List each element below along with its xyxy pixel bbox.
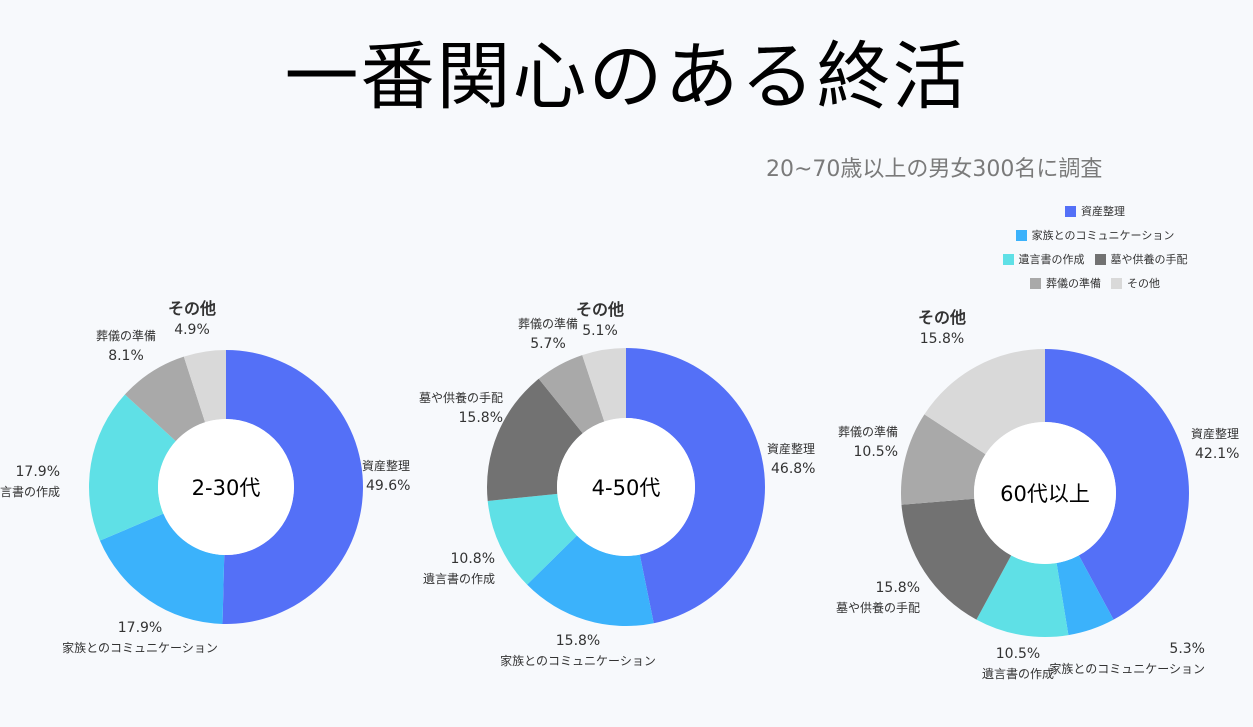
slice-category-label: 家族とのコミュニケーション (62, 640, 218, 655)
legend-item: その他 (1111, 275, 1160, 291)
slice-value-label: 15.8% (459, 410, 503, 426)
slice-value-label: 49.6% (366, 478, 410, 494)
legend-item: 墓や供養の手配 (1094, 251, 1188, 267)
slice-category-label: その他 (168, 299, 216, 318)
slice-category-label: 遺言書の作成 (0, 484, 60, 499)
donut-slice (901, 414, 986, 505)
slice-category-label: 葬儀の準備 (518, 316, 578, 331)
slice-value-label: 42.1% (1195, 446, 1239, 462)
legend-label: 遺言書の作成 (1018, 253, 1085, 266)
slice-value-label: 10.5% (996, 646, 1040, 662)
slice-value-label: 8.1% (108, 348, 144, 364)
survey-subtitle: 20~70歳以上の男女300名に調査 (766, 157, 1103, 182)
legend-label: 資産整理 (1081, 205, 1125, 218)
slice-category-label: 家族とのコミュニケーション (1049, 661, 1205, 676)
donut-hole (974, 422, 1116, 564)
donut-slice (222, 350, 363, 624)
legend-swatch (1111, 277, 1122, 289)
slice-value-label: 5.7% (530, 336, 566, 352)
donut-slice (582, 348, 626, 422)
slice-value-label: 15.8% (556, 633, 600, 649)
slice-category-label: 資産整理 (362, 458, 410, 473)
donut-center-label: 2-30代 (192, 476, 261, 500)
slice-value-label: 46.8% (771, 461, 815, 477)
slice-value-label: 5.3% (1169, 641, 1205, 657)
donut-slice (1045, 349, 1189, 620)
slice-value-label: 15.8% (876, 580, 920, 596)
page-title: 一番関心のある終活 (284, 34, 969, 120)
donut-slice (924, 349, 1045, 455)
legend-swatch (1030, 277, 1041, 289)
slice-category-label: 遺言書の作成 (982, 666, 1054, 681)
slice-category-label: その他 (576, 300, 624, 319)
legend-label: 墓や供養の手配 (1110, 253, 1188, 266)
legend-swatch (1065, 205, 1076, 217)
donut-slice (1056, 555, 1114, 636)
slice-category-label: その他 (918, 308, 966, 327)
donut-slice (626, 348, 766, 624)
donut-slice (527, 535, 654, 626)
donut-hole (158, 419, 294, 555)
legend-swatch (1094, 253, 1106, 265)
donut-slice (976, 555, 1069, 637)
donut-center-label: 4-50代 (592, 476, 661, 500)
slice-category-label: 資産整理 (767, 441, 815, 456)
legend-item: 家族とのコミュニケーション (1015, 227, 1175, 243)
donut-slice (487, 493, 577, 585)
slice-category-label: 資産整理 (1191, 426, 1239, 441)
donut-slice (487, 378, 583, 501)
legend-item: 資産整理 (1065, 203, 1125, 219)
slice-value-label: 10.8% (451, 551, 495, 567)
legend-label: 家族とのコミュニケーション (1031, 229, 1175, 242)
slice-value-label: 10.5% (854, 444, 898, 460)
donut-center-label: 60代以上 (1000, 482, 1090, 506)
donut-slice (538, 355, 605, 434)
donut-slice (124, 356, 206, 442)
legend-label: 葬儀の準備 (1046, 277, 1101, 290)
slice-category-label: 墓や供養の手配 (836, 600, 920, 615)
slice-category-label: 葬儀の準備 (96, 328, 156, 343)
donut-slice (99, 513, 225, 624)
legend-item: 遺言書の作成 (1002, 251, 1085, 267)
donut-hole (557, 418, 695, 556)
donut-slice (183, 350, 226, 423)
slice-value-label: 5.1% (582, 323, 618, 339)
legend-swatch (1015, 229, 1027, 241)
chart-legend: 資産整理 家族とのコミュニケーション 遺言書の作成 墓や供養の手配 葬儀の準備 … (990, 203, 1200, 299)
slice-category-label: 墓や供養の手配 (419, 390, 503, 405)
slice-category-label: 遺言書の作成 (423, 571, 495, 586)
legend-swatch (1002, 253, 1014, 265)
donut-slice (901, 498, 1012, 620)
slice-category-label: 葬儀の準備 (838, 424, 898, 439)
slice-value-label: 15.8% (920, 331, 964, 347)
legend-item: 葬儀の準備 (1030, 275, 1101, 291)
legend-label: その他 (1127, 277, 1160, 290)
slice-value-label: 4.9% (174, 322, 210, 338)
slice-category-label: 家族とのコミュニケーション (500, 653, 656, 668)
slice-value-label: 17.9% (118, 620, 162, 636)
donut-slice (88, 394, 176, 541)
slice-value-label: 17.9% (16, 464, 60, 480)
